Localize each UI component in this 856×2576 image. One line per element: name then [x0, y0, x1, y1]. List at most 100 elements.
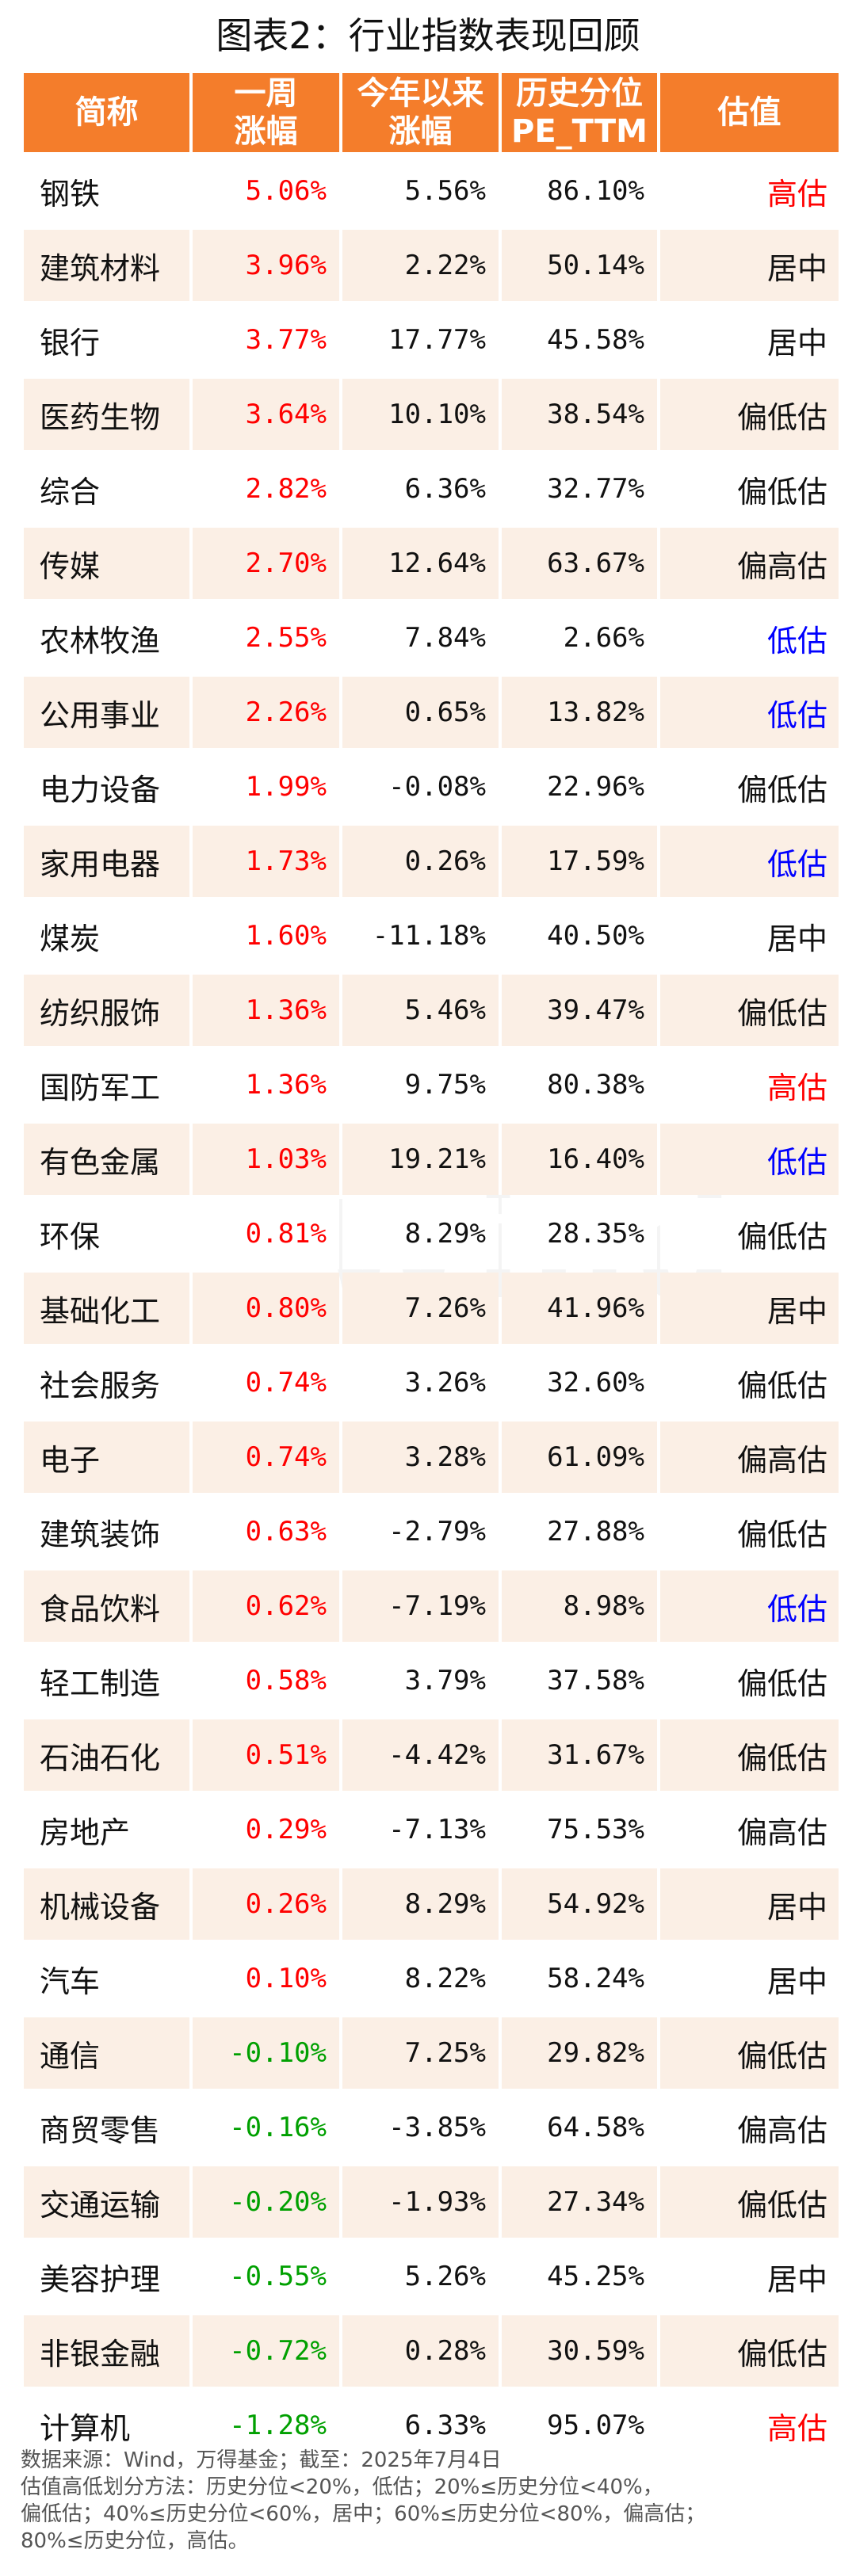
week-change-cell: 0.62%: [193, 1570, 339, 1642]
ytd-change-cell: 7.25%: [342, 2017, 499, 2089]
ytd-change-cell: 7.26%: [342, 1273, 499, 1344]
ytd-change-cell: 0.28%: [342, 2315, 499, 2387]
valuation-cell: 偏低估: [660, 751, 839, 822]
pe-percentile-cell: 31.67%: [502, 1719, 657, 1791]
footnote-line: 数据来源：Wind，万得基金；截至：2025年7月4日: [21, 2448, 502, 2472]
industry-index-table: 简称 一周 涨幅 今年以来 涨幅 历史分位 PE_TTM 估值 钢铁 5.06% 5…: [21, 70, 842, 2464]
week-change-cell: 2.70%: [193, 528, 339, 599]
pe-percentile-cell: 45.58%: [502, 304, 657, 376]
table-row: 纺织服饰 1.36% 5.46% 39.47% 偏低估: [24, 975, 839, 1046]
valuation-cell: 居中: [660, 230, 839, 301]
week-change-cell: 0.26%: [193, 1868, 339, 1940]
week-change-cell: 0.58%: [193, 1645, 339, 1716]
industry-name-cell: 电子: [24, 1422, 189, 1493]
industry-name-cell: 有色金属: [24, 1124, 189, 1195]
week-change-cell: 1.36%: [193, 1049, 339, 1120]
industry-name-cell: 综合: [24, 453, 189, 525]
pe-percentile-cell: 22.96%: [502, 751, 657, 822]
pe-percentile-cell: 27.34%: [502, 2166, 657, 2238]
industry-name-cell: 美容护理: [24, 2241, 189, 2312]
valuation-cell: 低估: [660, 602, 839, 674]
week-change-cell: 1.60%: [193, 900, 339, 971]
week-change-cell: -0.16%: [193, 2092, 339, 2163]
ytd-change-cell: 8.22%: [342, 1943, 499, 2014]
industry-name-cell: 房地产: [24, 1794, 189, 1865]
pe-percentile-cell: 29.82%: [502, 2017, 657, 2089]
valuation-cell: 居中: [660, 2241, 839, 2312]
valuation-cell: 偏低估: [660, 1496, 839, 1567]
week-change-cell: 1.99%: [193, 751, 339, 822]
valuation-cell: 低估: [660, 826, 839, 897]
ytd-change-cell: 8.29%: [342, 1868, 499, 1940]
footnote-line: 估值高低划分方法：历史分位<20%，低估；20%≤历史分位<40%，: [21, 2475, 663, 2499]
valuation-cell: 居中: [660, 1273, 839, 1344]
industry-name-cell: 传媒: [24, 528, 189, 599]
industry-name-cell: 机械设备: [24, 1868, 189, 1940]
pe-percentile-cell: 13.82%: [502, 677, 657, 748]
valuation-cell: 偏低估: [660, 2166, 839, 2238]
industry-name-cell: 医药生物: [24, 379, 189, 450]
pe-percentile-cell: 27.88%: [502, 1496, 657, 1567]
header-ytd-change: 今年以来 涨幅: [342, 73, 499, 152]
pe-percentile-cell: 40.50%: [502, 900, 657, 971]
table-row: 轻工制造 0.58% 3.79% 37.58% 偏低估: [24, 1645, 839, 1716]
valuation-cell: 偏高估: [660, 2092, 839, 2163]
ytd-change-cell: 12.64%: [342, 528, 499, 599]
table-row: 环保 0.81% 8.29% 28.35% 偏低估: [24, 1198, 839, 1269]
week-change-cell: 3.77%: [193, 304, 339, 376]
industry-name-cell: 非银金融: [24, 2315, 189, 2387]
pe-percentile-cell: 41.96%: [502, 1273, 657, 1344]
pe-percentile-cell: 16.40%: [502, 1124, 657, 1195]
week-change-cell: 2.26%: [193, 677, 339, 748]
pe-percentile-cell: 63.67%: [502, 528, 657, 599]
table-row: 传媒 2.70% 12.64% 63.67% 偏高估: [24, 528, 839, 599]
table-body: 钢铁 5.06% 5.56% 86.10% 高估 建筑材料 3.96% 2.22% 50.14%…: [24, 155, 839, 2461]
valuation-cell: 居中: [660, 900, 839, 971]
valuation-cell: 高估: [660, 155, 839, 227]
industry-name-cell: 食品饮料: [24, 1570, 189, 1642]
week-change-cell: 0.63%: [193, 1496, 339, 1567]
table-row: 公用事业 2.26% 0.65% 13.82% 低估: [24, 677, 839, 748]
ytd-change-cell: -0.08%: [342, 751, 499, 822]
valuation-cell: 高估: [660, 2390, 839, 2461]
ytd-change-cell: 5.26%: [342, 2241, 499, 2312]
week-change-cell: 3.64%: [193, 379, 339, 450]
week-change-cell: 1.36%: [193, 975, 339, 1046]
week-change-cell: 1.03%: [193, 1124, 339, 1195]
header-week-change: 一周 涨幅: [193, 73, 339, 152]
source-footnote: 数据来源：Wind，万得基金；截至：2025年7月4日估值高低划分方法：历史分位…: [21, 2447, 837, 2555]
ytd-change-cell: 0.26%: [342, 826, 499, 897]
valuation-cell: 居中: [660, 1943, 839, 2014]
valuation-cell: 偏低估: [660, 453, 839, 525]
pe-percentile-cell: 45.25%: [502, 2241, 657, 2312]
industry-name-cell: 纺织服饰: [24, 975, 189, 1046]
ytd-change-cell: 9.75%: [342, 1049, 499, 1120]
industry-name-cell: 农林牧渔: [24, 602, 189, 674]
valuation-cell: 偏低估: [660, 1645, 839, 1716]
table-row: 银行 3.77% 17.77% 45.58% 居中: [24, 304, 839, 376]
table-row: 建筑材料 3.96% 2.22% 50.14% 居中: [24, 230, 839, 301]
valuation-cell: 偏低估: [660, 379, 839, 450]
pe-percentile-cell: 61.09%: [502, 1422, 657, 1493]
table-row: 建筑装饰 0.63% -2.79% 27.88% 偏低估: [24, 1496, 839, 1567]
valuation-cell: 居中: [660, 1868, 839, 1940]
ytd-change-cell: 5.56%: [342, 155, 499, 227]
ytd-change-cell: 17.77%: [342, 304, 499, 376]
valuation-cell: 偏低估: [660, 1719, 839, 1791]
table-row: 房地产 0.29% -7.13% 75.53% 偏高估: [24, 1794, 839, 1865]
industry-name-cell: 公用事业: [24, 677, 189, 748]
valuation-cell: 低估: [660, 1570, 839, 1642]
industry-name-cell: 石油石化: [24, 1719, 189, 1791]
week-change-cell: 0.51%: [193, 1719, 339, 1791]
table-row: 有色金属 1.03% 19.21% 16.40% 低估: [24, 1124, 839, 1195]
industry-name-cell: 交通运输: [24, 2166, 189, 2238]
valuation-cell: 偏低估: [660, 1198, 839, 1269]
pe-percentile-cell: 17.59%: [502, 826, 657, 897]
week-change-cell: -0.20%: [193, 2166, 339, 2238]
industry-name-cell: 银行: [24, 304, 189, 376]
table-row: 医药生物 3.64% 10.10% 38.54% 偏低估: [24, 379, 839, 450]
chart-title: 图表2：行业指数表现回顾: [216, 14, 640, 57]
industry-name-cell: 轻工制造: [24, 1645, 189, 1716]
industry-name-cell: 汽车: [24, 1943, 189, 2014]
industry-name-cell: 环保: [24, 1198, 189, 1269]
